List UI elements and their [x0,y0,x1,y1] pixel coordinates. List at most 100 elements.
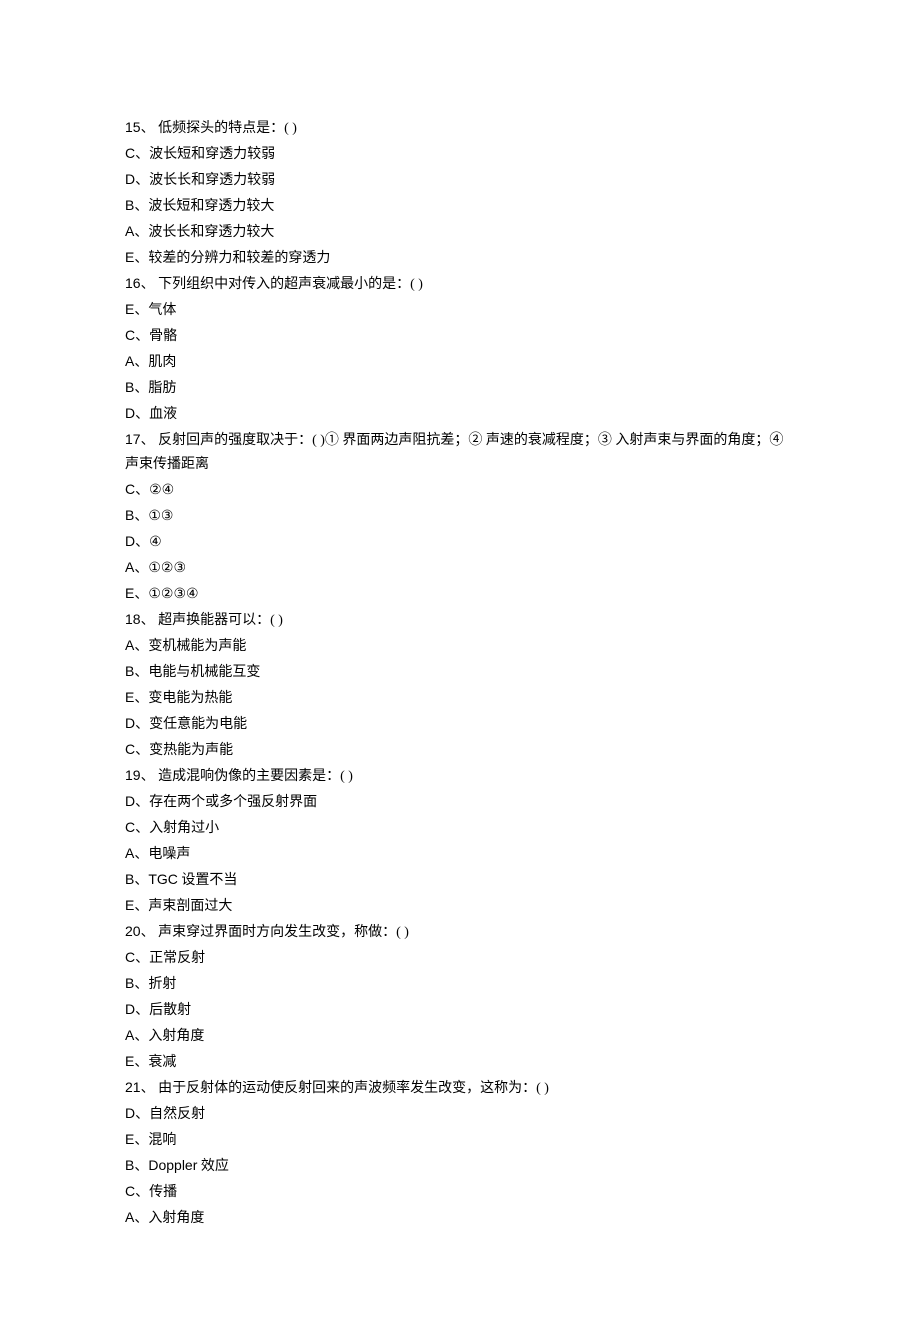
option-line: B、脂肪 [125,375,795,401]
option-letter: B、 [125,197,148,213]
option-line: E、变电能为热能 [125,685,795,711]
question-text: 下列组织中对传入的超声衰减最小的是：( ) [158,277,423,292]
option-text: 骨骼 [149,329,177,344]
option-line: E、混响 [125,1127,795,1153]
option-letter: E、 [125,249,148,265]
option-letter: B、 [125,663,148,679]
option-line: D、存在两个或多个强反射界面 [125,789,795,815]
question-number: 18、 [125,611,155,627]
option-text: ①③ [148,509,173,524]
option-text: ①②③ [148,561,186,576]
option-letter: C、 [125,741,149,757]
option-line: C、正常反射 [125,945,795,971]
option-letter: B、 [125,975,148,991]
question-line: 15、 低频探头的特点是：( ) [125,115,795,141]
question-number: 16、 [125,275,155,291]
question-number: 17、 [125,431,155,447]
option-text: 波长短和穿透力较大 [148,199,274,214]
option-text: 较差的分辨力和较差的穿透力 [148,251,330,266]
option-text: 波长短和穿透力较弱 [149,147,275,162]
option-text: 入射角过小 [149,821,219,836]
option-text: 波长长和穿透力较弱 [149,173,275,188]
option-text: 混响 [148,1133,176,1148]
option-line: E、衰减 [125,1049,795,1075]
question-number: 15、 [125,119,155,135]
option-letter: A、 [125,353,148,369]
question-number: 20、 [125,923,155,939]
option-text: 衰减 [148,1055,176,1070]
option-letter: C、 [125,949,149,965]
option-letter: D、 [125,1001,149,1017]
question-text: 低频探头的特点是：( ) [158,121,297,136]
question-line: 19、 造成混响伪像的主要因素是：( ) [125,763,795,789]
option-line: C、传播 [125,1179,795,1205]
question-number: 21、 [125,1079,155,1095]
option-letter: D、 [125,533,149,549]
option-letter: E、 [125,689,148,705]
option-letter: E、 [125,897,148,913]
option-letter: D、 [125,405,149,421]
option-letter: B、 [125,507,148,523]
option-letter: C、 [125,1183,149,1199]
option-line: A、变机械能为声能 [125,633,795,659]
option-letter: E、 [125,1053,148,1069]
option-text: 存在两个或多个强反射界面 [149,795,317,810]
option-text: 变电能为热能 [148,691,232,706]
question-line: 18、 超声换能器可以：( ) [125,607,795,633]
option-text: TGC 设置不当 [148,873,237,888]
option-line: A、①②③ [125,555,795,581]
option-line: B、折射 [125,971,795,997]
option-text: ②④ [149,483,174,498]
option-line: B、①③ [125,503,795,529]
question-line: 21、 由于反射体的运动使反射回来的声波频率发生改变，这称为：( ) [125,1075,795,1101]
option-letter: C、 [125,327,149,343]
option-letter: D、 [125,1105,149,1121]
option-text: 传播 [149,1185,177,1200]
question-number: 19、 [125,767,155,783]
option-line: C、变热能为声能 [125,737,795,763]
option-text: 正常反射 [149,951,205,966]
option-text: 折射 [148,977,176,992]
question-text: 反射回声的强度取决于：( )① 界面两边声阻抗差；② 声速的衰减程度；③ 入射声… [125,433,783,472]
option-letter: A、 [125,845,148,861]
option-letter: A、 [125,1209,148,1225]
option-text: Doppler 效应 [148,1159,229,1174]
question-text: 声束穿过界面时方向发生改变，称做：( ) [158,925,409,940]
option-line: A、电噪声 [125,841,795,867]
option-line: B、TGC 设置不当 [125,867,795,893]
question-line: 17、 反射回声的强度取决于：( )① 界面两边声阻抗差；② 声速的衰减程度；③… [125,427,795,477]
option-text: 波长长和穿透力较大 [148,225,274,240]
option-text: 入射角度 [148,1029,204,1044]
option-letter: D、 [125,171,149,187]
option-line: E、较差的分辨力和较差的穿透力 [125,245,795,271]
option-text: 电能与机械能互变 [148,665,260,680]
option-letter: C、 [125,145,149,161]
option-line: A、波长长和穿透力较大 [125,219,795,245]
option-letter: A、 [125,637,148,653]
option-text: ①②③④ [148,587,198,602]
option-letter: A、 [125,1027,148,1043]
option-letter: E、 [125,301,148,317]
option-text: 变机械能为声能 [148,639,246,654]
option-text: 气体 [148,303,176,318]
option-line: A、入射角度 [125,1023,795,1049]
option-text: ④ [149,535,162,550]
question-line: 16、 下列组织中对传入的超声衰减最小的是：( ) [125,271,795,297]
question-text: 造成混响伪像的主要因素是：( ) [158,769,353,784]
option-line: C、骨骼 [125,323,795,349]
option-text: 肌肉 [148,355,176,370]
option-text: 声束剖面过大 [148,899,232,914]
option-letter: E、 [125,585,148,601]
option-line: D、波长长和穿透力较弱 [125,167,795,193]
option-letter: C、 [125,481,149,497]
option-letter: B、 [125,871,148,887]
option-line: C、波长短和穿透力较弱 [125,141,795,167]
option-line: A、入射角度 [125,1205,795,1231]
option-line: B、Doppler 效应 [125,1153,795,1179]
option-line: D、血液 [125,401,795,427]
option-line: D、后散射 [125,997,795,1023]
option-text: 血液 [149,407,177,422]
option-line: B、波长短和穿透力较大 [125,193,795,219]
option-letter: E、 [125,1131,148,1147]
option-text: 后散射 [149,1003,191,1018]
